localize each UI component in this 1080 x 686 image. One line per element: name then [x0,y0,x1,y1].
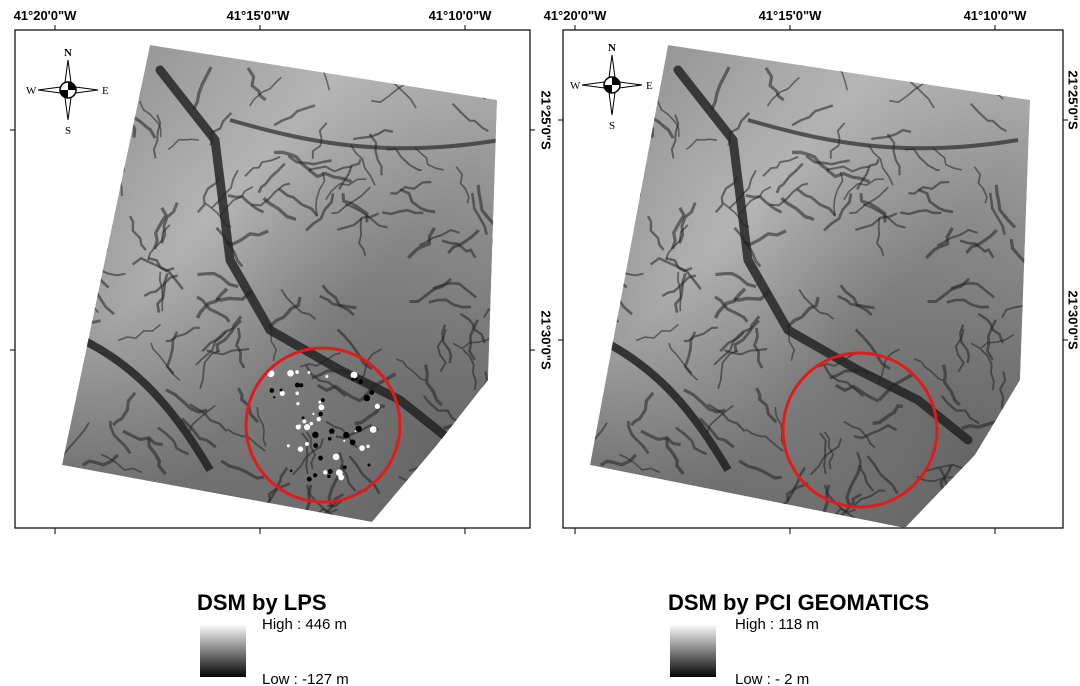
legend-high: High : 446 m [262,616,347,633]
noise-spot [369,390,374,395]
noise-spot [329,428,335,434]
noise-spot [375,404,380,409]
noise-spot [358,379,363,384]
noise-spot [343,432,349,438]
noise-spot [351,372,358,379]
map-panel: 41°20'0"W 41°15'0"W 41°10'0"W 21°25'0"S 21°3… [544,8,1080,686]
noise-spot [307,371,310,374]
noise-spot [350,439,356,445]
noise-spot [343,466,347,470]
noise-spot [290,470,293,473]
noise-spot [325,375,328,378]
legend-title: DSM by PCI GEOMATICS [668,590,929,615]
noise-spot [298,446,303,451]
map-figure: 41°20'0"W 41°15'0"W 41°10'0"W 21°25'0"S 21°3… [0,0,1080,686]
noise-spot [317,417,321,421]
noise-spot [295,370,299,374]
compass-w: W [26,85,37,97]
noise-spot [304,424,310,430]
noise-spot [367,463,370,466]
compass-e: E [646,80,653,92]
longitude-label: 41°10'0"W [964,8,1028,23]
noise-spot [273,396,275,398]
noise-spot [323,470,327,474]
noise-spot [296,402,299,405]
longitude-label: 41°20'0"W [544,8,608,23]
legend-low: Low : -127 m [262,671,349,686]
noise-spot [280,389,283,392]
map-panel: 41°20'0"W 41°15'0"W 41°10'0"W 21°25'0"S 21°3… [10,8,554,686]
noise-spot [312,432,318,438]
latitude-label: 21°30'0"S [1066,290,1080,350]
compass-s: S [65,125,71,137]
legend-low: Low : - 2 m [735,671,809,686]
noise-spot [313,473,317,477]
noise-spot [310,422,314,426]
noise-spot [327,475,330,478]
noise-spot [318,456,323,461]
noise-spot [318,401,321,404]
noise-spot [269,388,274,393]
noise-spot [364,395,371,402]
noise-spot [287,444,290,447]
noise-spot [318,412,323,417]
longitude-label: 41°15'0"W [227,8,291,23]
noise-spot [305,442,309,446]
noise-spot [366,445,369,448]
noise-spot [318,404,324,410]
noise-spot [355,426,362,433]
latitude-label: 21°30'0"S [539,310,554,370]
noise-spot [351,378,354,381]
noise-spot [296,424,301,429]
legend-title: DSM by LPS [197,590,327,615]
longitude-label: 41°10'0"W [429,8,493,23]
noise-spot [290,372,292,374]
noise-spot [312,413,314,415]
noise-spot [280,391,285,396]
legend-high: High : 118 m [735,616,819,633]
noise-spot [359,445,365,451]
noise-spot [302,419,306,423]
compass-n: N [608,42,616,54]
noise-spot [302,416,305,419]
noise-spot [333,454,340,461]
latitude-label: 21°25'0"S [1066,70,1080,130]
legend-ramp [670,625,716,677]
longitude-label: 41°20'0"W [14,8,78,23]
compass-s: S [609,120,615,132]
legend-ramp [200,625,246,677]
noise-spot [370,426,377,433]
noise-spot [307,477,312,482]
compass-e: E [102,85,109,97]
noise-spot [336,469,343,476]
noise-spot [328,469,333,474]
noise-spot [343,440,345,442]
noise-spot [313,443,318,448]
compass-w: W [570,80,581,92]
noise-spot [295,392,299,396]
latitude-label: 21°25'0"S [539,90,554,150]
noise-spot [295,383,300,388]
noise-spot [328,437,332,441]
compass-n: N [64,47,72,59]
longitude-label: 41°15'0"W [759,8,823,23]
noise-spot [321,398,325,402]
